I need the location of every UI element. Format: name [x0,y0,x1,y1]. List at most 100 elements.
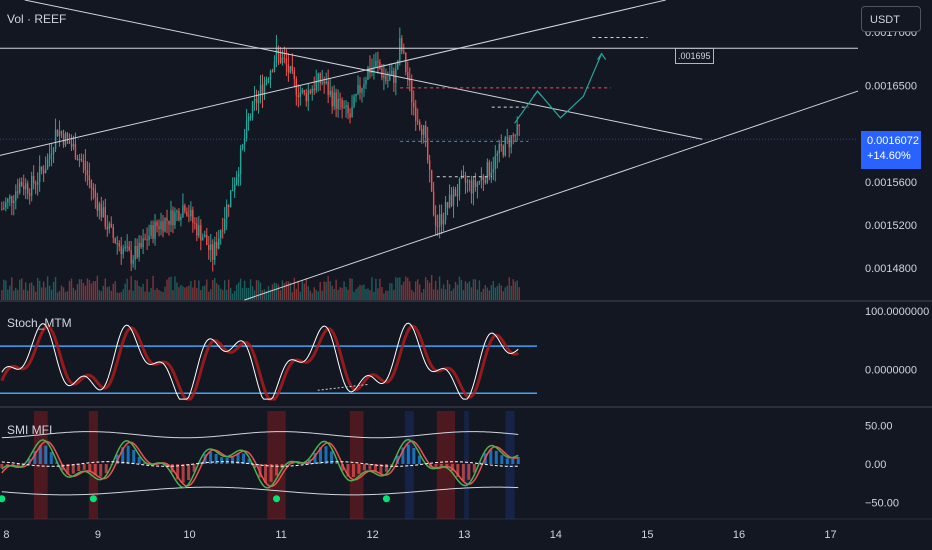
volume-bar [474,279,477,300]
volume-bar [329,281,331,300]
volume-bar [66,291,69,300]
candle-body [474,179,477,188]
volume-bar [15,287,17,300]
volume-bar [118,292,120,300]
volume-bar [355,288,357,300]
time-axis-tick: 13 [458,529,470,541]
candle-body [373,66,375,68]
volume-bar [86,278,89,300]
currency-selector[interactable]: USDT [861,6,921,32]
candle-body [377,61,379,63]
candle-body [337,98,339,109]
candle-body [440,214,443,225]
volume-bar [275,283,278,300]
candle-body [514,135,516,137]
volume-bar [498,283,500,300]
candle-body [140,242,142,248]
candle-body [349,113,351,118]
candle-body [138,242,140,258]
volume-bar [401,284,403,300]
volume-bar [293,277,296,300]
volume-bar [417,279,419,300]
candle-body [78,158,81,161]
candle-body [194,222,196,224]
candle-body [118,243,120,247]
volume-bar [472,279,475,300]
volume-bar [106,287,108,300]
volume-bar [399,277,401,300]
volume-bar [363,284,365,300]
volume-bar [488,290,491,300]
candle-body [375,61,377,67]
candle-body [405,52,407,73]
volume-bar [516,280,518,300]
volume-bar [225,289,228,300]
candle-body [72,143,75,147]
volume-bar [19,279,21,300]
volume-bar [204,285,206,300]
volume-bar [494,287,497,300]
smi-histogram-bar [500,455,504,464]
smi-histogram-bar [456,464,460,478]
candle-body [80,158,83,161]
smi-histogram-bar [126,445,130,464]
volume-bar [255,280,258,300]
candle-body [247,116,250,121]
smi-histogram-bar [434,464,438,468]
candle-body [190,209,192,217]
smi-histogram-bar [192,464,196,472]
volume-bar [295,288,298,300]
candle-body [468,180,471,182]
volume-bar [152,275,154,300]
volume-bar [208,291,210,300]
smi-histogram-bar [49,452,53,464]
candle-body [96,197,99,211]
smi-histogram-bar [373,464,377,472]
candle-body [353,96,355,107]
volume-bar [442,284,445,300]
smi-histogram-bar [351,464,355,478]
candle-body [297,95,300,98]
smi-histogram-bar [0,464,4,469]
volume-bar [309,290,311,300]
volume-bar [25,282,27,300]
stoch-pane-label: Stoch_MTM [7,316,72,330]
candle-body [192,209,194,223]
candle-body [13,200,15,204]
candle-body [409,78,411,82]
volume-bar [1,290,3,300]
candle-body [422,125,425,135]
volume-bar [395,277,397,300]
candle-body [478,180,481,183]
smi-histogram-bar [291,462,295,464]
candle-body [30,175,33,196]
smi-histogram-bar [143,462,147,464]
volume-bar [251,286,254,300]
smi-histogram-bar [77,464,81,472]
volume-bar [341,287,343,300]
candle-body [223,219,226,231]
smi-signal-line [1,440,519,488]
candle-body [116,243,118,245]
volume-bar [243,280,246,300]
candle-body [74,143,77,159]
candle-body [237,174,240,177]
candle-body [162,221,164,232]
volume-bar [32,285,35,300]
smi-histogram-bar [346,464,350,477]
smi-highlight-band [33,411,48,519]
candle-body [293,70,296,80]
volume-bar [168,277,170,300]
smi-histogram-bar [439,464,443,467]
candle-body [188,215,190,217]
candle-body [434,215,437,226]
candle-body [347,105,349,114]
candle-body [385,75,387,82]
smi-histogram-bar [269,464,273,482]
candle-body [420,129,423,135]
candle-body [301,89,303,93]
smi-histogram-bar [121,447,125,464]
smi-histogram-bar [472,464,476,473]
candle-body [178,211,180,221]
